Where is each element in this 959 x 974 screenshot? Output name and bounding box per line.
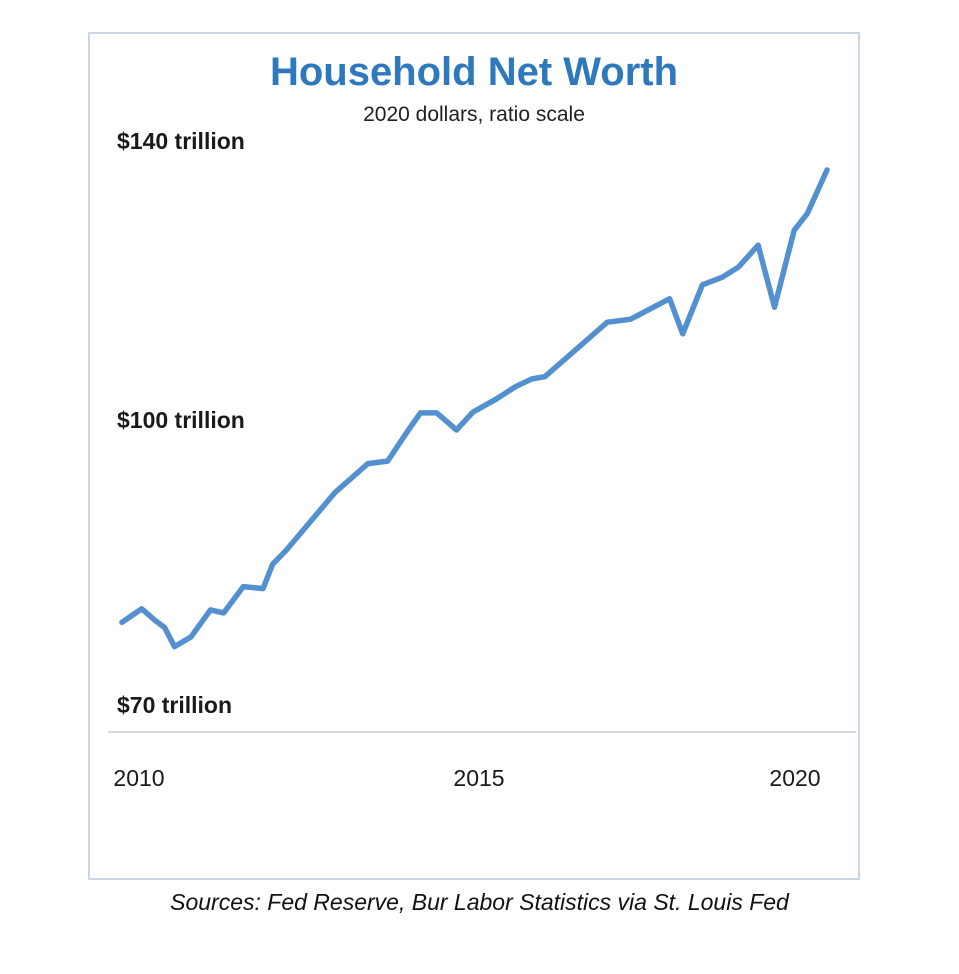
x-axis-line — [108, 731, 856, 733]
y-tick-label-100: $100 trillion — [117, 407, 245, 433]
chart-subtitle: 2020 dollars, ratio scale — [363, 103, 585, 126]
chart-card: Household Net Worth 2020 dollars, ratio … — [88, 32, 860, 880]
x-tick-label-2020: 2020 — [769, 765, 821, 791]
y-tick-label-70: $70 trillion — [117, 692, 233, 718]
line-chart-svg — [119, 167, 830, 650]
net-worth-line — [119, 167, 830, 650]
y-tick-label-140: $140 trillion — [117, 128, 245, 154]
chart-title: Household Net Worth — [269, 50, 679, 94]
source-note: Sources: Fed Reserve, Bur Labor Statisti… — [170, 889, 789, 915]
x-tick-label-2010: 2010 — [113, 765, 165, 791]
x-tick-label-2015: 2015 — [453, 765, 505, 791]
